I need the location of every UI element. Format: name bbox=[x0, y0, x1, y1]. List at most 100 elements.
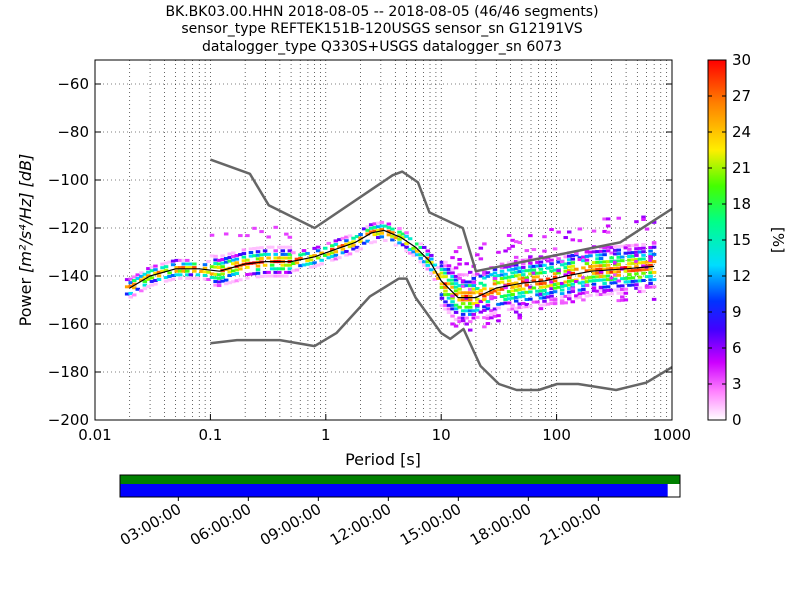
heatmap-cell bbox=[446, 303, 452, 307]
heatmap-cell bbox=[418, 246, 423, 250]
heatmap-cell bbox=[457, 257, 462, 261]
heatmap-cell bbox=[637, 275, 643, 279]
heatmap-cell bbox=[630, 258, 636, 262]
colorbar-tick-label: 21 bbox=[732, 159, 751, 177]
heatmap-cell bbox=[390, 227, 395, 231]
heatmap-cell bbox=[552, 275, 558, 279]
heatmap-cell bbox=[446, 293, 452, 297]
heatmap-cell bbox=[510, 296, 515, 300]
heatmap-cell bbox=[333, 253, 339, 257]
heatmap-cell bbox=[595, 260, 600, 264]
heatmap-cell bbox=[634, 272, 639, 276]
heatmap-cell bbox=[326, 241, 332, 245]
heatmap-cell bbox=[634, 243, 639, 247]
heatmap-cell bbox=[602, 290, 607, 294]
heatmap-cell bbox=[521, 262, 526, 266]
colorbar: 0 3 6 9 12 15 18 21 24 27 30 [%] bbox=[707, 51, 787, 429]
heatmap-cell bbox=[538, 285, 544, 289]
heatmap-cell bbox=[648, 282, 653, 286]
heatmap-cell bbox=[287, 235, 293, 239]
heatmap-cell bbox=[616, 273, 622, 277]
heatmap-cell bbox=[542, 288, 547, 292]
heatmap-cell bbox=[429, 271, 434, 275]
heatmap-cell bbox=[450, 282, 455, 286]
heatmap-cell bbox=[319, 251, 324, 255]
heatmap-cell bbox=[213, 258, 218, 262]
heatmap-cell bbox=[457, 246, 462, 250]
heatmap-cell bbox=[439, 268, 445, 272]
heatmap-cell bbox=[545, 266, 551, 270]
heatmap-cell bbox=[524, 290, 530, 294]
heatmap-cell bbox=[616, 245, 622, 249]
heatmap-cell bbox=[609, 281, 614, 285]
heatmap-cell bbox=[372, 240, 377, 244]
heatmap-cell bbox=[542, 249, 547, 253]
heatmap-cell bbox=[521, 269, 526, 273]
heatmap-cell bbox=[496, 314, 501, 318]
heatmap-cell bbox=[513, 299, 519, 303]
heatmap-cell bbox=[142, 276, 148, 280]
heatmap-cell bbox=[577, 227, 583, 231]
heatmap-cell bbox=[284, 263, 289, 267]
heatmap-cell bbox=[467, 294, 473, 298]
heatmap-cell bbox=[566, 230, 572, 234]
heatmap-cell bbox=[634, 279, 639, 283]
heatmap-cell bbox=[644, 275, 650, 279]
heatmap-cell bbox=[517, 316, 522, 320]
heatmap-cell bbox=[595, 264, 600, 268]
heatmap-cell bbox=[566, 261, 572, 265]
heatmap-cell bbox=[609, 256, 614, 260]
heatmap-cell bbox=[503, 265, 508, 269]
heatmap-cell bbox=[220, 261, 225, 265]
heatmap-cell bbox=[284, 270, 289, 274]
y-tick-label: −160 bbox=[48, 315, 89, 333]
heatmap-cell bbox=[227, 256, 232, 260]
heatmap-cell bbox=[478, 292, 484, 296]
heatmap-cell bbox=[570, 300, 576, 304]
heatmap-cell bbox=[241, 248, 247, 252]
heatmap-cell bbox=[443, 300, 448, 304]
psd-coverage-bar bbox=[120, 484, 668, 497]
heatmap-cell bbox=[266, 245, 271, 249]
heatmap-cell bbox=[453, 289, 459, 293]
heatmap-cell bbox=[528, 304, 533, 308]
heatmap-cell bbox=[602, 260, 607, 264]
heatmap-cell bbox=[220, 276, 225, 280]
heatmap-cell bbox=[418, 253, 423, 257]
heatmap-cell bbox=[506, 301, 512, 305]
heatmap-cell bbox=[467, 270, 473, 274]
heatmap-cell bbox=[128, 281, 133, 285]
heatmap-cell bbox=[641, 217, 646, 221]
colorbar-tick-label: 15 bbox=[732, 231, 751, 249]
heatmap-cell bbox=[471, 302, 477, 306]
heatmap-cell bbox=[460, 279, 466, 283]
heatmap-cell bbox=[535, 264, 540, 268]
heatmap-cell bbox=[538, 278, 544, 282]
heatmap-cell bbox=[482, 298, 487, 302]
heatmap-cell bbox=[305, 259, 310, 263]
heatmap-cell bbox=[559, 263, 565, 267]
heatmap-cell bbox=[170, 274, 176, 278]
heatmap-cell bbox=[591, 261, 597, 265]
heatmap-cell bbox=[549, 280, 554, 284]
heatmap-cell bbox=[513, 259, 519, 263]
heatmap-cell bbox=[234, 272, 240, 276]
heatmap-cell bbox=[478, 246, 484, 250]
heatmap-cell bbox=[602, 274, 607, 278]
heatmap-cell bbox=[623, 244, 629, 248]
heatmap-cell bbox=[439, 260, 445, 264]
heatmap-cell bbox=[634, 283, 639, 287]
heatmap-cell bbox=[220, 279, 225, 283]
heatmap-cell bbox=[513, 270, 519, 274]
heatmap-cell bbox=[425, 267, 431, 271]
heatmap-cell bbox=[216, 258, 222, 262]
colorbar-tick-label: 24 bbox=[732, 123, 751, 141]
heatmap-cell bbox=[521, 294, 526, 298]
heatmap-cell bbox=[170, 263, 176, 267]
heatmap-cell bbox=[467, 302, 473, 306]
heatmap-cell bbox=[521, 273, 526, 277]
heatmap-cell bbox=[492, 276, 498, 280]
heatmap-cell bbox=[612, 288, 618, 292]
heatmap-cell bbox=[241, 259, 247, 263]
heatmap-cell bbox=[641, 246, 646, 250]
